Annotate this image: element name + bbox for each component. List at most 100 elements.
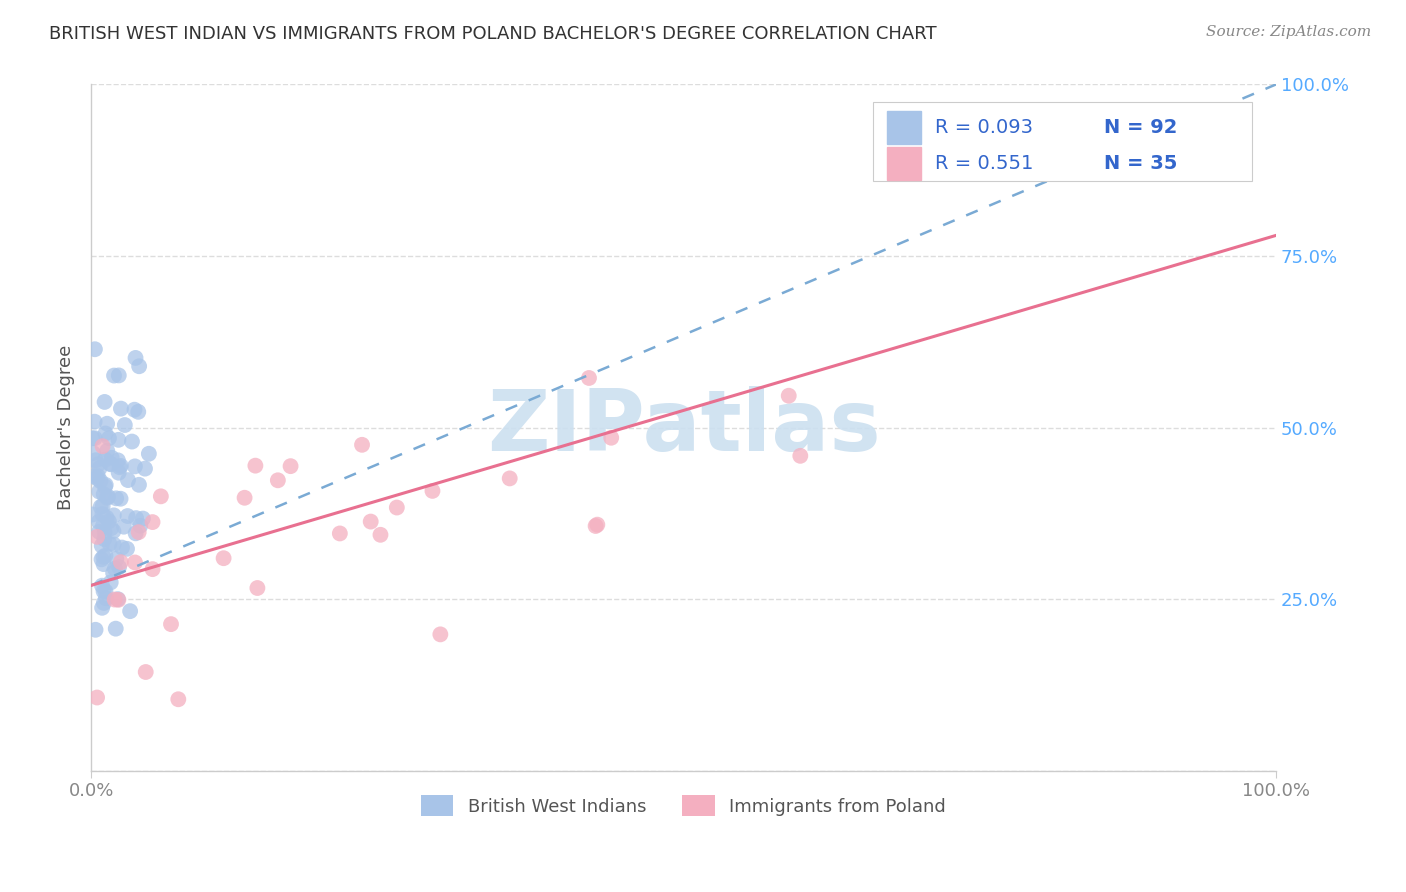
Point [91,600,114,615]
Text: ZIPatlas: ZIPatlas [486,386,880,469]
Point [385,500,408,515]
Point [93,395,115,409]
Text: R = 0.551: R = 0.551 [935,153,1033,173]
Point [103,524,125,538]
Point [107,592,129,607]
Point [87,469,110,483]
Point [89,474,111,488]
Point [100,575,122,590]
Point [233,491,256,505]
Point [778,389,800,403]
Point [83,415,105,429]
Point [789,449,811,463]
Point [128,478,150,492]
Point [142,562,165,576]
Text: BRITISH WEST INDIAN VS IMMIGRANTS FROM POLAND BACHELOR'S DEGREE CORRELATION CHAR: BRITISH WEST INDIAN VS IMMIGRANTS FROM P… [49,25,936,43]
Point [94,549,117,563]
Point [107,433,129,447]
Point [115,541,138,556]
Point [94,479,117,493]
Point [132,511,155,525]
Point [160,617,183,632]
Point [91,518,114,533]
Point [86,530,108,544]
Point [96,417,118,431]
Point [124,459,146,474]
Point [90,552,112,566]
Text: Source: ZipAtlas.com: Source: ZipAtlas.com [1205,25,1371,39]
Point [124,526,146,541]
Point [97,514,120,528]
Point [91,507,114,521]
Point [141,515,163,529]
Point [108,460,131,475]
Point [585,519,607,533]
Point [329,526,352,541]
Point [110,491,132,506]
Point [104,622,127,636]
Point [129,518,152,533]
Point [128,525,150,540]
Point [93,549,115,564]
Point [93,532,115,546]
Point [360,515,382,529]
Point [87,515,110,529]
Point [100,521,122,535]
Point [1229,112,1251,126]
Point [124,351,146,365]
Point [84,453,107,467]
Point [117,509,139,524]
Point [82,508,104,522]
Point [121,434,143,449]
Point [104,561,127,575]
Point [93,525,115,540]
Bar [887,147,921,180]
Point [105,552,128,566]
Point [84,623,107,637]
Point [89,484,111,499]
Point [267,473,290,487]
Bar [887,112,921,145]
Point [149,489,172,503]
Point [103,368,125,383]
Point [350,438,373,452]
FancyBboxPatch shape [873,102,1253,180]
Point [370,528,392,542]
Point [91,439,114,453]
Point [124,402,146,417]
Point [86,690,108,705]
Text: R = 0.093: R = 0.093 [935,118,1033,137]
Point [422,483,444,498]
Point [93,584,115,599]
Point [110,458,132,473]
Point [96,510,118,524]
Point [128,359,150,374]
Point [103,537,125,551]
Point [105,491,128,506]
Legend: British West Indians, Immigrants from Poland: British West Indians, Immigrants from Po… [413,789,953,823]
Point [499,471,522,485]
Point [586,517,609,532]
Point [96,443,118,458]
Y-axis label: Bachelor's Degree: Bachelor's Degree [58,345,75,510]
Point [280,459,302,474]
Point [90,539,112,553]
Point [111,541,134,555]
Point [101,566,124,580]
Point [91,499,114,513]
Point [135,665,157,679]
Point [110,555,132,569]
Point [82,446,104,460]
Point [245,458,267,473]
Point [110,401,132,416]
Point [167,692,190,706]
Point [89,524,111,539]
Point [107,592,129,607]
Point [246,581,269,595]
Point [124,556,146,570]
Point [107,466,129,480]
Point [93,487,115,501]
Point [100,450,122,465]
Point [90,500,112,514]
Point [93,557,115,571]
